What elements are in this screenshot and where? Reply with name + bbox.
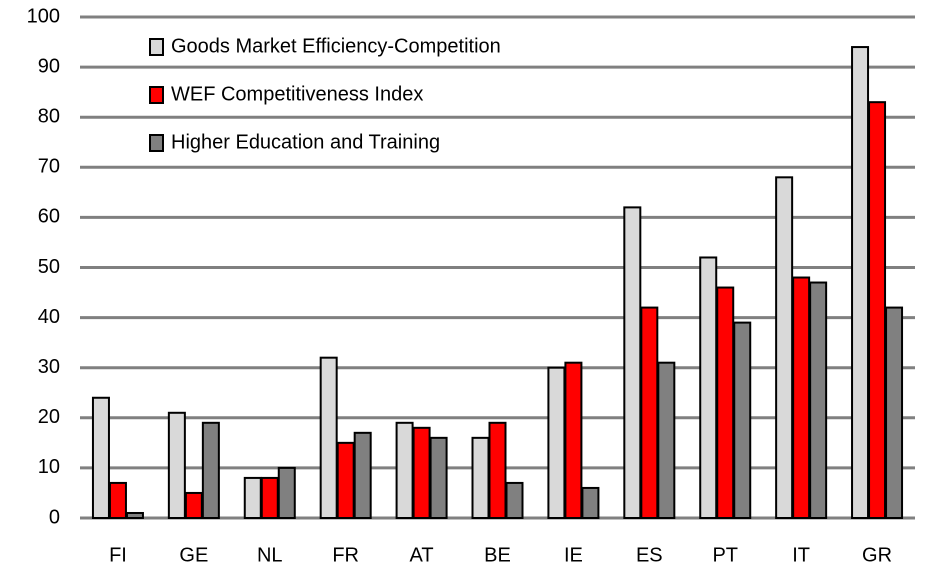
legend-swatch	[149, 38, 164, 56]
x-tick-label: IT	[792, 544, 810, 566]
bar	[184, 491, 203, 520]
y-tick-label: 0	[49, 506, 60, 528]
bar	[868, 101, 887, 519]
legend-swatch	[149, 86, 164, 104]
bar	[243, 476, 262, 520]
x-tick-label: BE	[484, 544, 511, 566]
bar	[412, 426, 431, 520]
legend-label: WEF Competitiveness Index	[171, 83, 423, 105]
legend-label: Goods Market Efficiency-Competition	[171, 35, 501, 57]
x-tick-label: GR	[862, 544, 892, 566]
bar	[353, 431, 372, 519]
y-tick-label: 40	[38, 306, 60, 328]
bar	[201, 421, 220, 519]
bar	[716, 286, 735, 520]
x-tick-label: ES	[636, 544, 663, 566]
x-tick-label: AT	[410, 544, 434, 566]
y-tick-label: 90	[38, 55, 60, 77]
bar	[260, 476, 279, 520]
bar	[851, 46, 870, 520]
y-tick-label: 80	[38, 105, 60, 127]
bar	[657, 361, 676, 519]
bar	[395, 421, 414, 519]
bar	[488, 421, 507, 519]
bar	[471, 436, 490, 519]
y-tick-label: 70	[38, 156, 60, 178]
y-tick-label: 50	[38, 256, 60, 278]
y-tick-label: 10	[38, 456, 60, 478]
y-tick-label: 20	[38, 406, 60, 428]
bar	[125, 511, 144, 519]
bar	[792, 276, 811, 519]
x-tick-label: PT	[712, 544, 738, 566]
bar	[429, 436, 448, 519]
bar	[336, 441, 355, 520]
bar	[623, 206, 642, 519]
x-tick-label: FR	[332, 544, 359, 566]
x-tick-label: GE	[179, 544, 208, 566]
bar	[319, 356, 338, 519]
x-tick-label: FI	[109, 544, 127, 566]
y-tick-label: 30	[38, 356, 60, 378]
bar	[108, 481, 127, 519]
x-tick-label: NL	[257, 544, 283, 566]
bar	[699, 256, 718, 519]
bar	[733, 321, 752, 519]
legend-label: Higher Education and Training	[171, 131, 440, 153]
bar	[885, 306, 904, 519]
bar	[581, 486, 600, 520]
y-tick-label: 100	[27, 5, 60, 27]
bar	[640, 306, 659, 519]
bar	[547, 366, 566, 520]
y-tick-label: 60	[38, 206, 60, 228]
legend-swatch	[149, 134, 164, 152]
bar	[277, 466, 296, 519]
bar	[775, 176, 794, 519]
bar	[564, 361, 583, 519]
bar	[809, 281, 828, 519]
bar	[167, 411, 186, 520]
bar	[505, 481, 524, 519]
bar	[91, 396, 110, 520]
x-tick-label: IE	[564, 544, 583, 566]
